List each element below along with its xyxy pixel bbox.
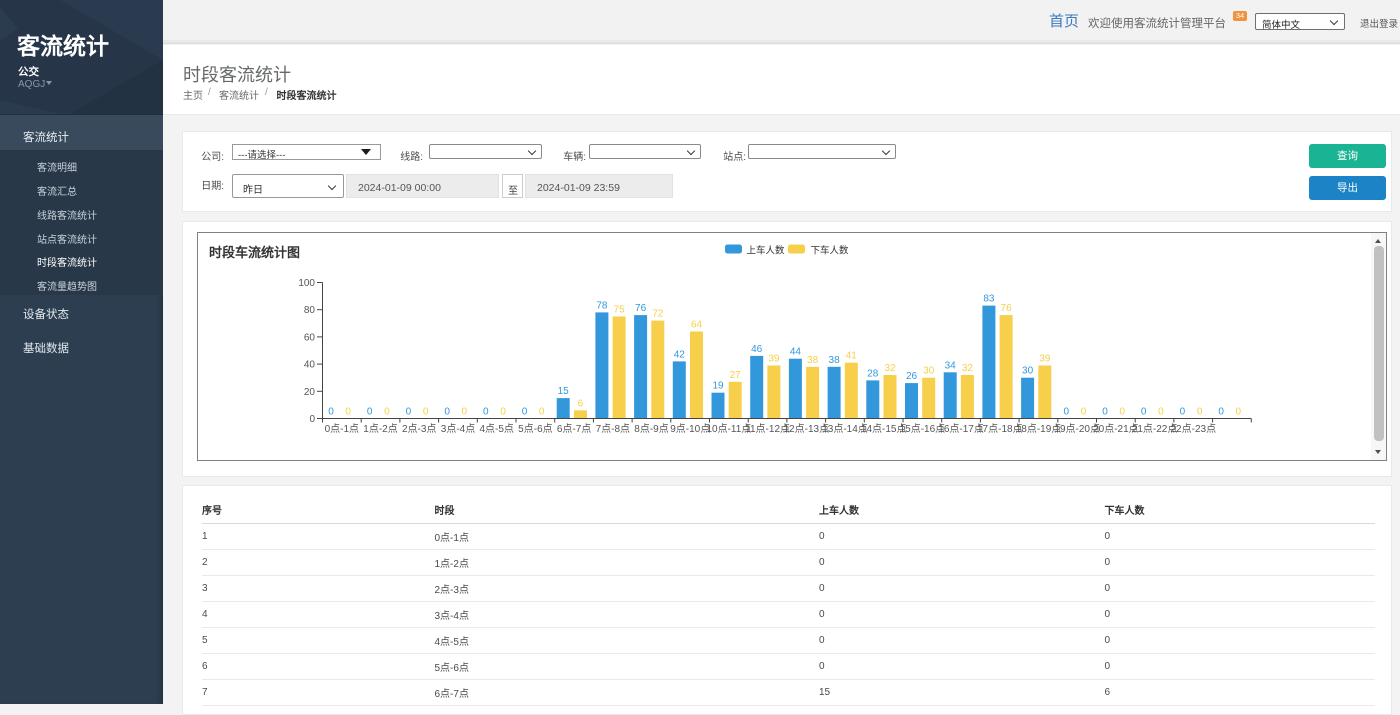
svg-text:21点-22点: 21点-22点 — [1132, 423, 1178, 435]
svg-text:7点-8点: 7点-8点 — [596, 423, 630, 435]
svg-text:41: 41 — [846, 351, 858, 362]
svg-text:0: 0 — [500, 407, 506, 418]
svg-text:0: 0 — [1064, 407, 1070, 418]
svg-text:34: 34 — [945, 360, 957, 371]
svg-text:0: 0 — [345, 407, 351, 418]
svg-text:6: 6 — [578, 398, 584, 409]
svg-text:0: 0 — [1236, 407, 1242, 418]
svg-text:83: 83 — [983, 294, 995, 305]
svg-text:27: 27 — [730, 370, 742, 381]
svg-text:0: 0 — [462, 407, 468, 418]
svg-text:0: 0 — [539, 407, 545, 418]
svg-text:32: 32 — [884, 363, 896, 374]
svg-text:13点-14点: 13点-14点 — [822, 423, 868, 435]
svg-text:39: 39 — [768, 354, 780, 365]
svg-text:20点-21点: 20点-21点 — [1093, 423, 1139, 435]
svg-text:20: 20 — [304, 387, 316, 398]
svg-text:100: 100 — [298, 278, 315, 289]
svg-text:0: 0 — [406, 407, 412, 418]
svg-text:38: 38 — [807, 355, 819, 366]
svg-text:19点-20点: 19点-20点 — [1054, 423, 1100, 435]
svg-text:78: 78 — [596, 300, 608, 311]
svg-text:16点-17点: 16点-17点 — [938, 423, 984, 435]
svg-text:60: 60 — [304, 332, 316, 343]
svg-text:0: 0 — [1119, 407, 1125, 418]
svg-text:22点-23点: 22点-23点 — [1171, 423, 1217, 435]
svg-text:17点-18点: 17点-18点 — [977, 423, 1023, 435]
svg-text:10点-11点: 10点-11点 — [706, 423, 751, 435]
svg-text:9点-10点: 9点-10点 — [670, 423, 710, 435]
svg-text:75: 75 — [614, 305, 626, 316]
svg-text:0: 0 — [384, 407, 390, 418]
svg-text:上车人数: 上车人数 — [747, 245, 786, 257]
svg-text:46: 46 — [751, 344, 763, 355]
svg-text:5点-6点: 5点-6点 — [518, 423, 552, 435]
svg-text:8点-9点: 8点-9点 — [634, 423, 668, 435]
svg-text:72: 72 — [652, 309, 664, 320]
svg-text:44: 44 — [790, 347, 802, 358]
svg-text:11点-12点: 11点-12点 — [745, 423, 790, 435]
svg-text:30: 30 — [923, 366, 935, 377]
svg-text:38: 38 — [829, 355, 841, 366]
svg-text:0: 0 — [522, 407, 528, 418]
svg-text:0: 0 — [1102, 407, 1108, 418]
svg-text:0: 0 — [367, 407, 373, 418]
svg-text:3点-4点: 3点-4点 — [441, 423, 475, 435]
svg-text:18点-19点: 18点-19点 — [1016, 423, 1062, 435]
svg-text:0: 0 — [1141, 407, 1147, 418]
svg-text:40: 40 — [304, 360, 316, 371]
svg-text:0: 0 — [309, 414, 315, 425]
svg-text:2点-3点: 2点-3点 — [402, 423, 436, 435]
svg-text:19: 19 — [712, 381, 724, 392]
svg-text:4点-5点: 4点-5点 — [479, 423, 513, 435]
svg-text:0: 0 — [1081, 407, 1087, 418]
svg-text:0: 0 — [483, 407, 489, 418]
svg-text:28: 28 — [867, 368, 879, 379]
svg-text:76: 76 — [1001, 303, 1013, 314]
svg-text:1点-2点: 1点-2点 — [363, 423, 397, 435]
svg-text:80: 80 — [304, 305, 316, 316]
svg-text:32: 32 — [962, 363, 974, 374]
svg-text:14点-15点: 14点-15点 — [861, 423, 907, 435]
svg-text:15点-16点: 15点-16点 — [900, 423, 946, 435]
svg-text:12点-13点: 12点-13点 — [784, 423, 830, 435]
svg-text:6点-7点: 6点-7点 — [557, 423, 591, 435]
svg-text:0: 0 — [1158, 407, 1164, 418]
svg-text:39: 39 — [1039, 354, 1051, 365]
svg-text:0: 0 — [444, 407, 450, 418]
svg-text:30: 30 — [1022, 366, 1034, 377]
svg-text:76: 76 — [635, 303, 647, 314]
svg-text:0点-1点: 0点-1点 — [325, 423, 359, 435]
svg-text:0: 0 — [423, 407, 429, 418]
svg-text:0: 0 — [1180, 407, 1186, 418]
svg-text:0: 0 — [1197, 407, 1203, 418]
svg-text:64: 64 — [691, 320, 703, 331]
svg-text:42: 42 — [674, 349, 686, 360]
svg-text:下车人数: 下车人数 — [811, 245, 850, 257]
svg-text:26: 26 — [906, 371, 918, 382]
svg-text:0: 0 — [328, 407, 334, 418]
svg-text:15: 15 — [558, 386, 570, 397]
svg-text:0: 0 — [1218, 407, 1224, 418]
